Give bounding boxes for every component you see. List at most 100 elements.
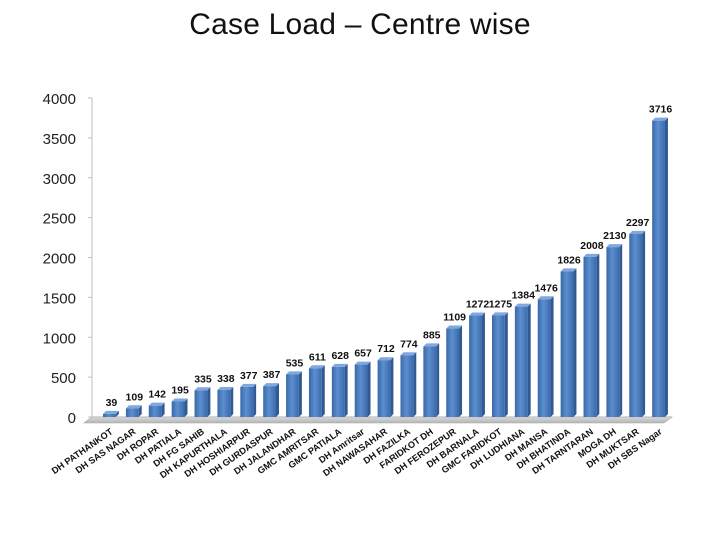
y-tick-label: 2500 [43,211,76,228]
bar-top [354,361,371,365]
data-label: 3716 [649,104,673,116]
bar-top [469,312,485,316]
bar-top [148,402,165,406]
bar-top [171,398,188,402]
bar-side [619,244,623,417]
bar [423,346,437,417]
bar-side [184,398,188,417]
y-tick-label: 3500 [43,131,76,148]
y-tick-label: 3000 [43,171,76,188]
bar-side [161,402,165,417]
bar-side [436,343,440,417]
bar-top [286,371,302,375]
bar-side [481,312,485,417]
data-label: 1272 [466,299,490,311]
bar-side [459,325,463,417]
bar-side [138,405,142,417]
bar-top [377,357,394,361]
bar-top [537,296,554,300]
data-label: 1275 [489,298,513,310]
bar-top [514,303,531,307]
bar [652,120,665,418]
data-label: 657 [354,348,372,360]
bar-top [217,387,234,391]
bar [400,355,414,417]
data-label: 774 [400,338,418,350]
bar [491,315,505,417]
data-label: 338 [217,373,235,385]
data-label: 628 [331,350,349,362]
bar-top [103,410,119,414]
chart-floor [83,416,673,424]
bar-side [504,312,508,417]
data-label: 387 [263,369,281,381]
bar-side [276,383,280,417]
bar-top [606,244,623,248]
bar-top [125,405,142,409]
bar-top [583,253,600,257]
bar-top [194,387,211,391]
bar-side [207,387,211,417]
bar [308,368,322,417]
data-label: 2130 [603,230,627,242]
data-label: 142 [148,389,166,401]
data-label: 109 [126,391,144,403]
data-label: 377 [240,370,258,382]
bar [240,386,254,417]
bar [148,405,162,417]
data-label: 1476 [534,282,558,294]
bar-top [308,365,325,369]
bar [103,413,116,417]
bar-side [230,387,234,417]
bar-side [367,361,371,417]
bar-side [253,383,257,417]
slide-title: Case Load – Centre wise [189,8,531,41]
bar-top [652,117,668,121]
bar [514,306,528,417]
bar-top [423,343,440,347]
bar [629,233,643,417]
data-label: 1109 [443,312,466,324]
bar-side [642,230,646,417]
bar-side [596,253,600,417]
bar [606,247,620,417]
bar-top [263,383,280,387]
bar-side [344,363,348,417]
bar [469,315,482,417]
bar-side [413,352,417,417]
bar-top [331,363,348,367]
data-label: 39 [106,397,118,409]
bar [560,271,574,417]
y-tick-label: 0 [68,410,76,427]
y-tick-label: 500 [51,370,76,387]
bar-side [321,365,325,417]
data-label: 712 [377,343,395,355]
bar [125,408,139,417]
data-label: 335 [194,373,212,385]
bar [446,328,460,417]
data-label: 1384 [512,290,536,302]
y-tick-label: 1000 [43,330,76,347]
data-label: 1826 [557,254,581,266]
bar-side [115,410,119,417]
bar [354,364,368,417]
bar-top [491,312,508,316]
bar [217,390,231,417]
data-label: 611 [309,351,326,363]
bar-top [629,230,646,234]
bar [377,360,391,417]
data-label: 535 [286,357,304,369]
bar [537,299,551,417]
y-tick-label: 1500 [43,290,76,307]
data-label: 2008 [580,240,604,252]
bar [263,386,277,417]
bar-side [664,117,668,418]
bar [286,374,299,417]
y-tick-label: 2000 [43,251,76,268]
bar-side [573,268,577,417]
data-label: 2297 [626,217,650,229]
y-tick-label: 4000 [43,91,76,108]
bar [583,256,597,417]
bar-side [298,371,302,417]
bar-top [240,383,257,387]
